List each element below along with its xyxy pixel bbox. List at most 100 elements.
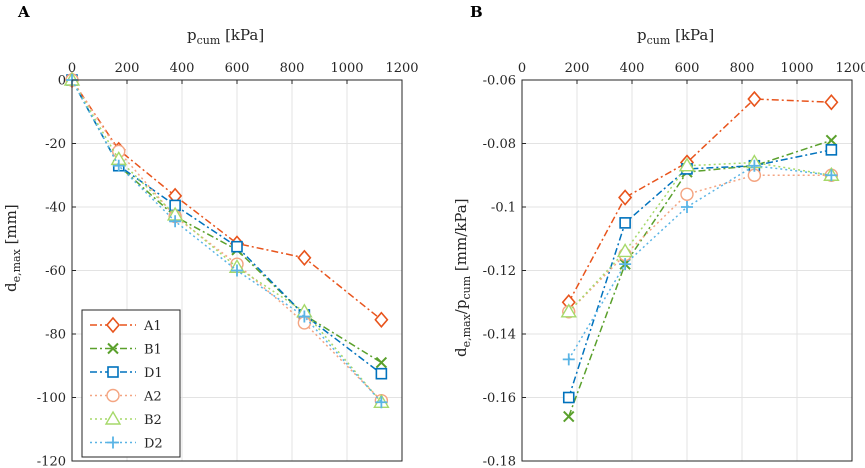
legend-marker: [107, 342, 119, 355]
legend-label: B1: [144, 343, 162, 358]
panel-a-xlabel: pcum [kPa]: [187, 26, 264, 47]
panel-b-xtick-label: 400: [620, 61, 645, 76]
panel-a: A 0 200 400 600 800 1000 1200 0 -20 -40 -60 -80 -100…: [2, 3, 419, 468]
panel-b-xlabel-main: p: [637, 26, 647, 44]
legend-item-a1: A1: [90, 316, 162, 334]
panel-a-ticks: 0 200 400 600 800 1000 1200 0 -20 -40 -60 -80 -100 -1…: [37, 61, 419, 468]
panel-b-ylabel-main: d: [452, 347, 470, 357]
legend-label: B2: [144, 413, 162, 428]
panel-b-series-b1: [563, 134, 838, 423]
panel-b-xtick-label: 600: [675, 61, 700, 76]
panel-b: B 0 200 400 600 800 1000 1200 -0.06 -0.08 -0.1 -0.…: [452, 3, 865, 468]
panel-b-ytick-label: -0.18: [483, 455, 516, 468]
panel-b-xtick-label: 200: [565, 61, 590, 76]
panel-a-ytick-label: -120: [37, 455, 66, 468]
panel-a-ylabel-unit: [mm]: [2, 204, 20, 249]
panel-b-xlabel-sub: cum: [647, 34, 671, 47]
panel-b-xtick-label: 0: [518, 61, 526, 76]
panel-a-ytick-label: -100: [37, 391, 66, 406]
legend-marker: [107, 366, 119, 378]
panel-b-ytick-label: -0.08: [483, 137, 516, 152]
panel-b-xlabel: pcum [kPa]: [637, 26, 714, 47]
panel-b-ylabel-unit: /p: [452, 300, 470, 315]
panel-a-line-b2: [71, 79, 382, 403]
panel-b-ytick-label: -0.12: [483, 264, 516, 279]
panel-a-point-d2: [298, 310, 311, 323]
panel-b-series-a2: [562, 168, 839, 319]
panel-b-point-a1: [824, 93, 839, 111]
panel-a-point-d1: [231, 240, 243, 253]
panel-b-line-b1: [568, 139, 832, 417]
legend-marker: [107, 436, 119, 449]
panel-b-point-b1: [825, 134, 838, 147]
panel-a-ylabel-main: d: [2, 282, 20, 292]
panel-a-ytick-label: -40: [45, 201, 66, 216]
panel-b-ylabel-unit2: [mm/kPa]: [452, 198, 470, 275]
panel-b-series-d2: [562, 159, 838, 366]
panel-b-ylabel-sub: e,max: [460, 313, 473, 347]
panel-a-xtick-label: 800: [280, 61, 305, 76]
panel-b-ytick-label: -0.06: [483, 74, 516, 89]
legend-marker: [105, 316, 121, 334]
panel-a-ylabel-sub: e,max: [10, 248, 23, 282]
panel-b-series: [560, 90, 840, 423]
panel-b-xtick-label: 1000: [780, 61, 813, 76]
panel-a-point-d1: [375, 367, 388, 380]
panel-b-label: B: [470, 3, 483, 21]
legend-item-b1: B1: [90, 343, 162, 358]
panel-a-line-a1: [71, 79, 382, 321]
panel-a-xtick-label: 1200: [385, 61, 418, 76]
panel-b-point-d1: [619, 217, 631, 229]
panel-b-ylabel-sub2: cum: [460, 275, 473, 299]
panel-b-ytick-label: -0.14: [483, 328, 516, 343]
panel-b-point-b1: [563, 410, 575, 423]
panel-a-label: A: [17, 3, 30, 21]
panel-a-xtick-label: 600: [225, 61, 250, 76]
panel-b-xtick-label: 800: [730, 61, 755, 76]
panel-b-point-a2: [680, 187, 694, 202]
panel-a-line-d2: [71, 79, 382, 403]
panel-b-point-d2: [825, 169, 838, 182]
panel-a-ytick-label: 0: [58, 74, 66, 89]
panel-b-series-a1: [561, 90, 839, 311]
panel-a-xlabel-main: p: [187, 26, 197, 44]
panel-b-point-d2: [562, 353, 575, 366]
panel-b-point-a1: [747, 90, 762, 108]
legend: A1 B1 D1 A2 B2 D2: [81, 309, 181, 458]
legend-label: D1: [144, 366, 163, 381]
legend-label: D2: [144, 437, 163, 452]
panel-a-point-d2: [231, 264, 243, 277]
panel-b-ytick-label: -0.1: [491, 201, 516, 216]
panel-b-line-b2: [568, 161, 832, 313]
panel-b-point-a1: [618, 189, 633, 206]
panel-a-point-d2: [375, 396, 388, 409]
legend-item-d1: D1: [90, 366, 163, 381]
legend-marker: [104, 410, 122, 425]
panel-b-point-b2: [678, 157, 696, 172]
panel-a-point-d2: [169, 215, 182, 228]
panel-a-xtick-label: 1000: [330, 61, 363, 76]
panel-b-point-d2: [619, 258, 632, 271]
panel-a-ytick-label: -80: [45, 328, 66, 343]
panel-a-xlabel-sub: cum: [197, 34, 221, 47]
legend-item-d2: D2: [90, 436, 163, 452]
panel-a-ytick-label: -60: [45, 264, 66, 279]
panel-a-series-a1: [64, 71, 389, 328]
panel-b-grid: [521, 79, 853, 462]
panel-b-ytick-label: -0.16: [483, 391, 516, 406]
panel-a-xtick-label: 0: [68, 61, 76, 76]
panel-b-xlabel-unit: [kPa]: [670, 26, 714, 44]
panel-b-point-d2: [681, 201, 693, 213]
panel-a-point-b1: [375, 356, 388, 369]
legend-label: A2: [143, 390, 162, 405]
panel-a-ylabel: de,max [mm]: [2, 204, 23, 292]
panel-a-ytick-label: -20: [45, 137, 66, 152]
panel-b-point-b2: [616, 243, 634, 258]
panel-b-series-d1: [562, 144, 838, 404]
panel-b-point-d1: [825, 144, 838, 156]
panel-b-point-b2: [560, 303, 577, 318]
panel-b-line-d1: [568, 149, 832, 398]
panel-b-point-d1: [562, 391, 575, 404]
legend-box: [81, 309, 181, 458]
